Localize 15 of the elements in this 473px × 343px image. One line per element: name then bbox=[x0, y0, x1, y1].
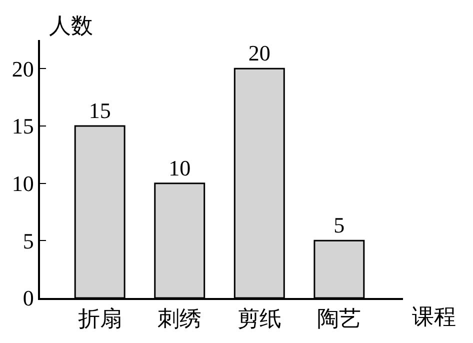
y-axis-title: 人数 bbox=[49, 13, 93, 38]
x-tick-label: 折扇 bbox=[78, 306, 122, 332]
x-tick-label: 陶艺 bbox=[317, 306, 362, 332]
x-tick-label: 刺绣 bbox=[158, 306, 202, 332]
data-label: 20 bbox=[248, 40, 270, 66]
data-label: 10 bbox=[168, 155, 191, 180]
data-label: 5 bbox=[334, 212, 345, 238]
x-axis-title: 课程 bbox=[412, 304, 456, 329]
y-tick-label: 0 bbox=[22, 286, 34, 311]
x-tick-label: 剪纸 bbox=[237, 306, 282, 332]
y-tick-label: 5 bbox=[22, 228, 34, 254]
y-tick-label: 15 bbox=[12, 114, 34, 139]
y-tick-label: 20 bbox=[12, 56, 34, 82]
y-tick-label: 10 bbox=[12, 171, 34, 196]
data-label: 15 bbox=[88, 98, 111, 123]
